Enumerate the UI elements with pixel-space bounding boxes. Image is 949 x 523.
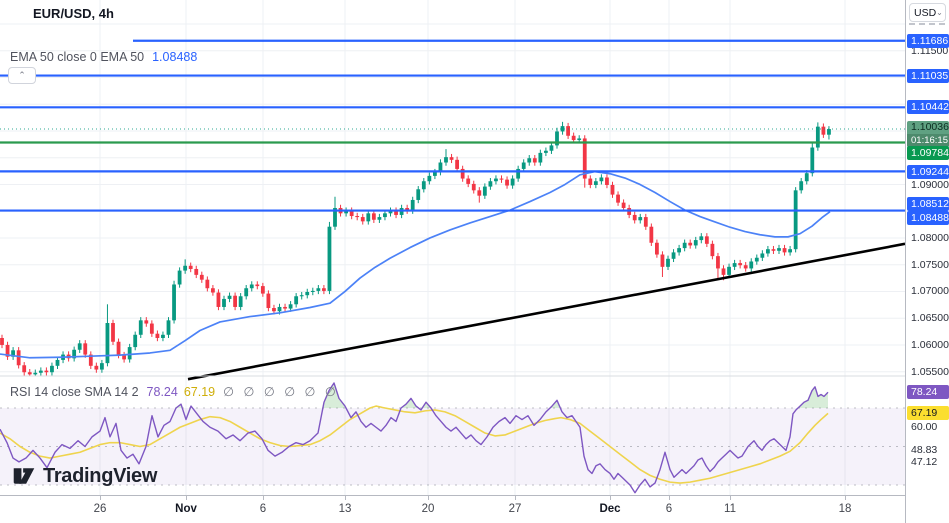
ema-legend[interactable]: EMA 50 close 0 EMA 50 1.08488 xyxy=(10,50,197,64)
time-tick-mark xyxy=(263,496,264,500)
chevron-up-icon: ⌃ xyxy=(18,70,26,80)
time-tick-mark xyxy=(345,496,346,500)
price-tick: 1.07500 xyxy=(911,259,949,271)
time-tick-mark xyxy=(730,496,731,500)
time-axis[interactable]: 26 Nov 6 13 20 27 Dec 6 11 18 xyxy=(0,495,949,523)
time-tick-mark xyxy=(186,496,187,500)
price-tick: 1.07000 xyxy=(911,285,949,297)
price-level-badge: 1.11686 xyxy=(907,34,949,48)
price-tick: 1.09000 xyxy=(911,179,949,191)
price-level-badge: 78.24 xyxy=(907,385,949,399)
price-tick: 1.08000 xyxy=(911,232,949,244)
time-label: Dec xyxy=(599,503,621,515)
price-level-badge: 1.08512 xyxy=(907,197,949,211)
rsi-sma-legend-value: 67.19 xyxy=(183,385,216,399)
price-level-badge: 1.09244 xyxy=(907,165,949,179)
rsi-legend-value: 78.24 xyxy=(146,385,178,399)
time-tick-mark xyxy=(100,496,101,500)
time-label: 18 xyxy=(838,503,852,515)
time-tick-mark xyxy=(515,496,516,500)
rsi-legend-empty-values: ∅ ∅ ∅ ∅ ∅ ∅ xyxy=(223,385,339,399)
price-tick: 48.83 xyxy=(911,444,938,456)
rsi-legend-label: RSI 14 close SMA 14 2 xyxy=(10,385,139,399)
time-label: 26 xyxy=(93,503,107,515)
time-tick-mark xyxy=(610,496,611,500)
chevron-down-icon: ⌄ xyxy=(936,8,943,17)
tradingview-logo-icon xyxy=(13,468,35,484)
price-level-badge: 1.11035 xyxy=(907,69,949,83)
price-axis[interactable]: USD ⌄ 1.11500 1.09000 1.08000 1.07500 1.0700… xyxy=(905,0,949,523)
currency-label: USD xyxy=(914,6,937,19)
time-tick-mark xyxy=(845,496,846,500)
price-level-badge: 1.09784 xyxy=(907,146,949,160)
time-label: Nov xyxy=(175,503,197,515)
time-label: 6 xyxy=(665,503,673,515)
chart-canvas[interactable] xyxy=(0,0,905,495)
time-label: 27 xyxy=(508,503,522,515)
price-tick: 47.12 xyxy=(911,456,938,468)
price-tick: 1.06500 xyxy=(911,312,949,324)
price-level-badge: 1.08488 xyxy=(907,211,949,225)
time-tick-mark xyxy=(428,496,429,500)
tradingview-watermark[interactable]: TradingView xyxy=(12,464,157,488)
price-tick: 60.00 xyxy=(911,421,938,433)
ema-legend-value: 1.08488 xyxy=(152,50,198,64)
currency-selector[interactable]: USD ⌄ xyxy=(909,3,946,22)
time-label: 20 xyxy=(421,503,435,515)
axis-dashed-marker xyxy=(909,23,945,25)
current-price-badge: 1.10036 01:16:15 xyxy=(907,121,949,147)
price-level-badge: 1.10442 xyxy=(907,100,949,114)
symbol-title[interactable]: EUR/USD, 4h xyxy=(33,6,114,21)
time-label: 13 xyxy=(338,503,352,515)
time-label: 11 xyxy=(724,503,736,515)
collapse-pane-button[interactable]: ⌃ xyxy=(8,67,36,84)
time-tick-mark xyxy=(669,496,670,500)
time-label: 6 xyxy=(259,503,267,515)
price-tick: 1.06000 xyxy=(911,339,949,351)
tradingview-watermark-text: TradingView xyxy=(43,464,158,487)
ema-legend-label: EMA 50 close 0 EMA 50 xyxy=(10,50,145,64)
price-tick: 1.05500 xyxy=(911,366,949,378)
rsi-legend[interactable]: RSI 14 close SMA 14 2 78.24 67.19 ∅ ∅ ∅ ∅ ∅… xyxy=(10,384,339,399)
price-tick: 1.11500 xyxy=(911,45,949,57)
price-level-badge: 67.19 xyxy=(907,406,949,420)
